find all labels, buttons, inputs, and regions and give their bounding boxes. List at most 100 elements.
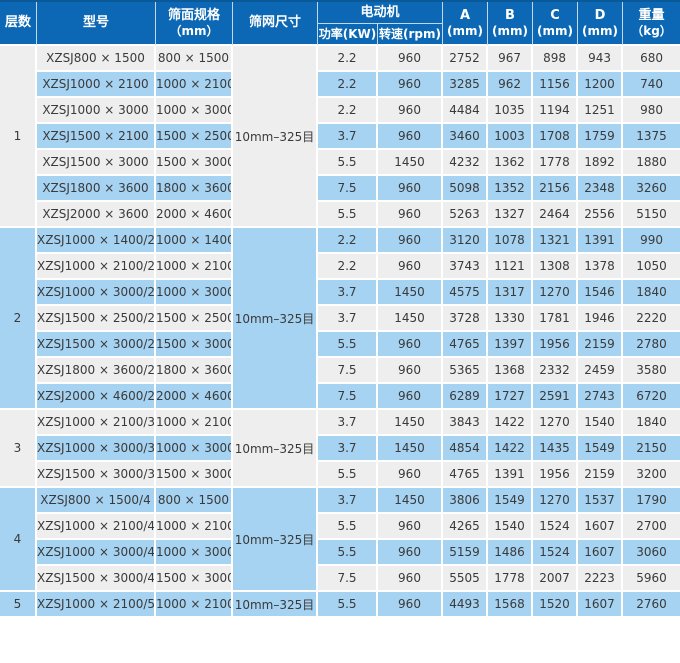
cell-model: XZSJ1500 × 2500/2 xyxy=(37,306,156,332)
col-d-letter: D xyxy=(594,8,606,23)
cell-d: 1391 xyxy=(578,228,624,254)
cell-model: XZSJ1500 × 3000 xyxy=(37,150,156,176)
cell-d: 1378 xyxy=(578,254,624,280)
table-row: 5 XZSJ1000 × 2100/5 1000 × 2100 10mm–325目 5.… xyxy=(0,592,680,618)
cell-speed: 1450 xyxy=(378,280,444,306)
cell-d: 1200 xyxy=(578,72,624,98)
cell-mesh-size: 10mm–325目 xyxy=(233,410,318,488)
cell-d: 943 xyxy=(578,46,624,72)
table-row: XZSJ1800 × 3600/2 1800 × 3600 7.5 960 5365 13… xyxy=(0,358,680,384)
col-header-d: D (mm) xyxy=(578,2,624,46)
cell-c: 2591 xyxy=(533,384,579,410)
cell-model: XZSJ800 × 1500 xyxy=(37,46,156,72)
cell-power: 7.5 xyxy=(318,358,378,384)
cell-c: 1520 xyxy=(533,592,579,618)
cell-model: XZSJ1000 × 2100/4 xyxy=(37,514,156,540)
cell-screen-spec: 1000 × 3000 xyxy=(156,436,233,462)
cell-model: XZSJ1000 × 3000/3 xyxy=(37,436,156,462)
cell-screen-spec: 2000 × 4600 xyxy=(156,384,233,410)
cell-a: 5098 xyxy=(443,176,489,202)
col-header-a: A (mm) xyxy=(443,2,489,46)
cell-speed: 1450 xyxy=(378,436,444,462)
cell-speed: 960 xyxy=(378,566,444,592)
cell-b: 1352 xyxy=(488,176,534,202)
table-row: XZSJ1500 × 2100 1500 × 2500 3.7 960 3460 1003… xyxy=(0,124,680,150)
cell-layer-count: 4 xyxy=(0,488,37,592)
cell-d: 1759 xyxy=(578,124,624,150)
cell-b: 1327 xyxy=(488,202,534,228)
cell-c: 2156 xyxy=(533,176,579,202)
cell-model: XZSJ2000 × 3600 xyxy=(37,202,156,228)
cell-d: 1607 xyxy=(578,592,624,618)
cell-d: 1607 xyxy=(578,540,624,566)
cell-screen-spec: 1000 × 3000 xyxy=(156,98,233,124)
cell-screen-spec: 2000 × 4600 xyxy=(156,202,233,228)
cell-d: 1549 xyxy=(578,436,624,462)
cell-d: 1546 xyxy=(578,280,624,306)
cell-d: 2223 xyxy=(578,566,624,592)
cell-b: 1486 xyxy=(488,540,534,566)
cell-a: 4484 xyxy=(443,98,489,124)
cell-power: 3.7 xyxy=(318,280,378,306)
table-row: XZSJ1500 × 2500/2 1500 × 2500 3.7 1450 3728 1… xyxy=(0,306,680,332)
cell-b: 1078 xyxy=(488,228,534,254)
cell-speed: 960 xyxy=(378,332,444,358)
cell-model: XZSJ1500 × 3000/4 xyxy=(37,566,156,592)
table-row: 3 XZSJ1000 × 2100/3 1000 × 2100 10mm–325目 3.… xyxy=(0,410,680,488)
cell-model: XZSJ1800 × 3600 xyxy=(37,176,156,202)
cell-power: 5.5 xyxy=(318,592,378,618)
table-row: XZSJ1000 × 3000/3 1000 × 3000 3.7 1450 4854 1… xyxy=(0,436,680,462)
cell-c: 1308 xyxy=(533,254,579,280)
cell-b: 1121 xyxy=(488,254,534,280)
cell-c: 1435 xyxy=(533,436,579,462)
cell-b: 1568 xyxy=(488,592,534,618)
table-row: XZSJ1000 × 2100/2 1000 × 2100 2.2 960 3743 11… xyxy=(0,254,680,280)
cell-a: 3120 xyxy=(443,228,489,254)
cell-c: 1270 xyxy=(533,410,579,436)
col-header-layers: 层数 xyxy=(0,2,37,46)
col-header-b: B (mm) xyxy=(488,2,534,46)
cell-screen-spec: 1800 × 3600 xyxy=(156,358,233,384)
cell-b: 1727 xyxy=(488,384,534,410)
cell-d: 2159 xyxy=(578,462,624,488)
cell-weight: 3200 xyxy=(623,462,680,488)
table-row: 2 XZSJ1000 × 1400/2 1000 × 1400 10mm–325目 2.… xyxy=(0,228,680,410)
cell-weight: 5150 xyxy=(623,202,680,228)
cell-b: 962 xyxy=(488,72,534,98)
cell-a: 6289 xyxy=(443,384,489,410)
cell-a: 3285 xyxy=(443,72,489,98)
cell-model: XZSJ1000 × 2100/5 xyxy=(37,592,156,618)
cell-d: 2159 xyxy=(578,332,624,358)
cell-b: 1391 xyxy=(488,462,534,488)
col-a-unit: (mm) xyxy=(447,23,483,38)
cell-b: 1362 xyxy=(488,150,534,176)
cell-layer-count: 1 xyxy=(0,46,37,228)
cell-d: 1251 xyxy=(578,98,624,124)
weight-title: 重量 xyxy=(638,8,665,23)
cell-screen-spec: 1500 × 2500 xyxy=(156,124,233,150)
cell-model: XZSJ1000 × 1400/2 xyxy=(37,228,156,254)
cell-a: 4854 xyxy=(443,436,489,462)
cell-speed: 960 xyxy=(378,72,444,98)
table-row: XZSJ1000 × 2100/4 1000 × 2100 5.5 960 4265 15… xyxy=(0,514,680,540)
cell-b: 1397 xyxy=(488,332,534,358)
cell-speed: 1450 xyxy=(378,410,444,436)
col-header-power: 功率(KW) xyxy=(318,24,378,46)
col-header-model: 型号 xyxy=(37,2,156,46)
cell-weight: 2780 xyxy=(623,332,680,358)
cell-screen-spec: 1000 × 3000 xyxy=(156,540,233,566)
cell-layer-count: 3 xyxy=(0,410,37,488)
cell-model: XZSJ1500 × 3000/2 xyxy=(37,332,156,358)
table-row: XZSJ1000 × 3000 1000 × 3000 2.2 960 4484 1035… xyxy=(0,98,680,124)
cell-screen-spec: 1500 × 3000 xyxy=(156,332,233,358)
cell-a: 4575 xyxy=(443,280,489,306)
cell-weight: 6720 xyxy=(623,384,680,410)
cell-weight: 3260 xyxy=(623,176,680,202)
cell-speed: 960 xyxy=(378,514,444,540)
cell-c: 2464 xyxy=(533,202,579,228)
cell-weight: 1050 xyxy=(623,254,680,280)
col-b-unit: (mm) xyxy=(492,23,528,38)
cell-d: 1537 xyxy=(578,488,624,514)
cell-c: 1708 xyxy=(533,124,579,150)
cell-power: 7.5 xyxy=(318,566,378,592)
